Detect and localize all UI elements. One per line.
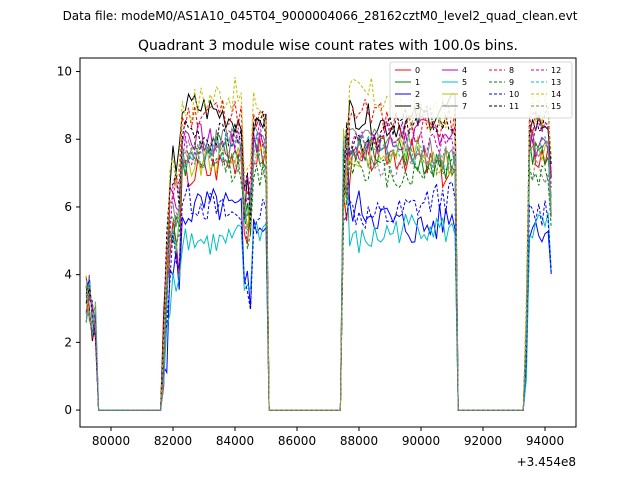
y-tick-label: 4 — [64, 268, 72, 282]
x-tick-label: 86000 — [278, 434, 316, 448]
legend-label-15: 15 — [551, 102, 561, 111]
legend-label-4: 4 — [462, 66, 467, 75]
legend-label-5: 5 — [462, 78, 467, 87]
legend-label-9: 9 — [509, 78, 514, 87]
x-axis: 80000 82000 84000 86000 88000 90000 92000 94000 — [92, 427, 564, 448]
legend-label-0: 0 — [415, 66, 420, 75]
y-axis: 0 2 4 6 8 10 — [57, 65, 80, 417]
series-line-15 — [85, 135, 552, 411]
y-tick-label: 8 — [64, 132, 72, 146]
x-tick-label: 88000 — [340, 434, 378, 448]
y-tick-label: 6 — [64, 200, 72, 214]
legend-label-6: 6 — [462, 90, 467, 99]
legend-label-8: 8 — [509, 66, 514, 75]
x-tick-label: 82000 — [154, 434, 192, 448]
y-tick-label: 10 — [57, 65, 72, 79]
legend-frame — [389, 61, 573, 119]
legend-label-10: 10 — [509, 90, 519, 99]
x-tick-label: 92000 — [464, 434, 502, 448]
chart-title: Quadrant 3 module wise count rates with … — [138, 38, 518, 54]
legend-label-11: 11 — [509, 102, 519, 111]
legend-label-14: 14 — [551, 90, 561, 99]
y-tick-label: 0 — [64, 403, 72, 417]
x-tick-label: 80000 — [92, 434, 130, 448]
legend-label-13: 13 — [551, 78, 561, 87]
x-tick-label: 90000 — [402, 434, 440, 448]
series-line-14 — [85, 76, 552, 411]
series-layer — [85, 76, 552, 411]
y-tick-label: 2 — [64, 335, 72, 349]
figure-suptitle: Data file: modeM0/AS1A10_045T04_90000040… — [63, 9, 578, 23]
legend-label-7: 7 — [462, 102, 467, 111]
legend-label-1: 1 — [415, 78, 420, 87]
x-tick-label: 84000 — [216, 434, 254, 448]
x-tick-label: 94000 — [526, 434, 564, 448]
plot-frame — [79, 57, 577, 428]
legend-label-3: 3 — [415, 102, 420, 111]
legend-label-2: 2 — [415, 90, 420, 99]
legend-label-12: 12 — [551, 66, 561, 75]
x-offset-label: +3.454e8 — [517, 455, 576, 469]
